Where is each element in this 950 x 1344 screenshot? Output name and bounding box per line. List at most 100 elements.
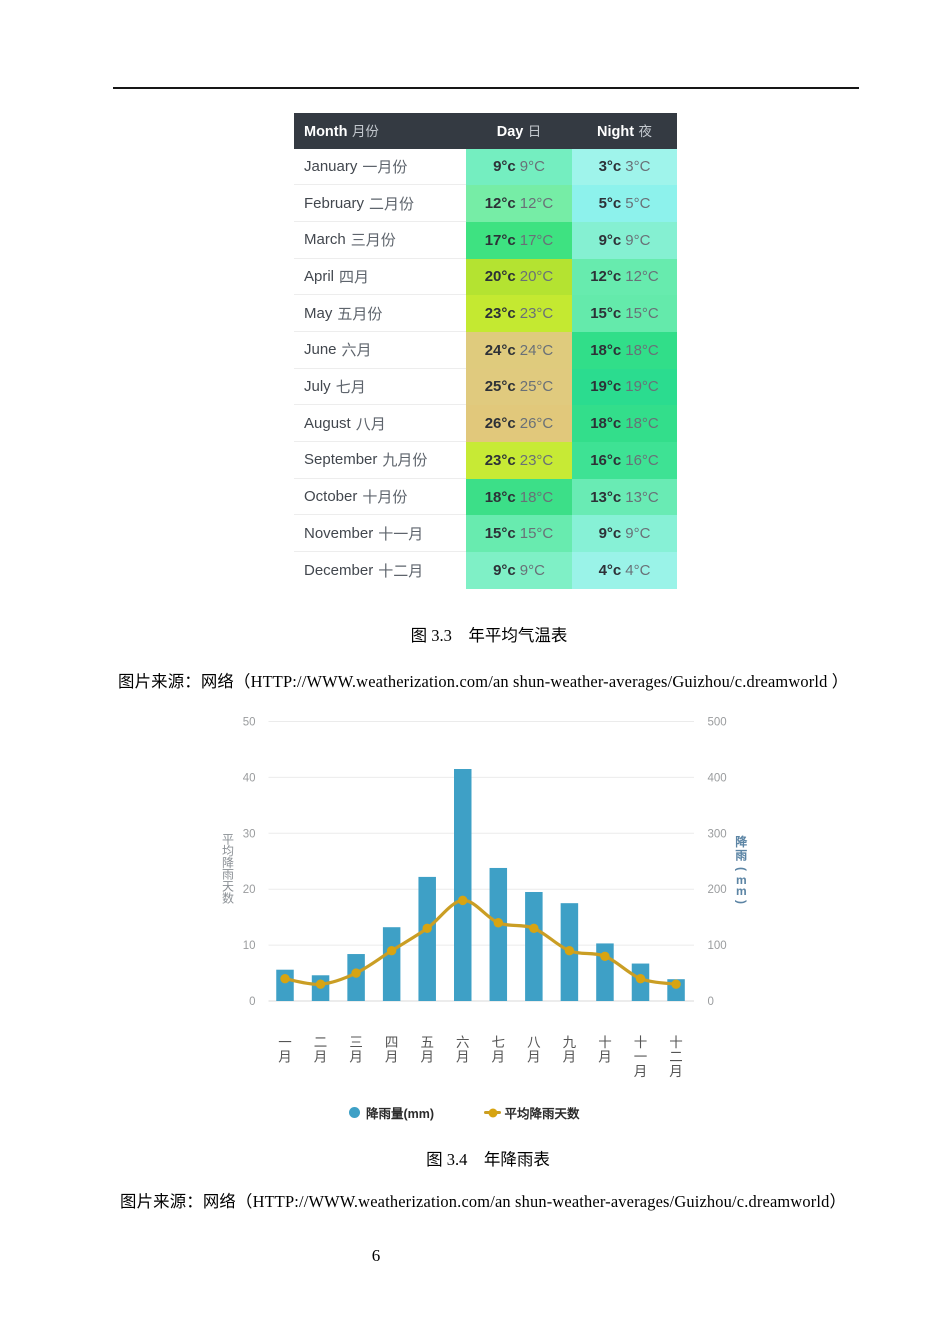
day-temp-alt: 9°C xyxy=(519,158,545,176)
day-temp: 15°c xyxy=(484,525,516,543)
header-cell-day: Day 日 xyxy=(466,120,572,141)
x-label-三月: 三月 xyxy=(349,1035,363,1065)
month-zh: 三月份 xyxy=(350,232,396,250)
day-temp-alt: 12°C xyxy=(519,195,554,213)
table-row-november: November 十一月 15°c 15°C 9°c 9°C xyxy=(294,515,677,553)
month-en: April xyxy=(304,267,335,285)
month-en: October xyxy=(304,488,358,506)
x-label-一月: 一月 xyxy=(278,1035,292,1065)
night-temp-cell: 12°c 12°C xyxy=(572,258,677,296)
header-cell-night: Night 夜 xyxy=(572,120,677,141)
left-tick-10: 10 xyxy=(243,940,256,952)
right-title-char: m xyxy=(736,884,747,898)
month-cell: March 三月份 xyxy=(294,222,466,259)
marker-十月 xyxy=(600,951,610,961)
marker-一月 xyxy=(280,973,290,984)
chart-grid: 0 0 10 100 20 200 30 300 40 400 50 500 xyxy=(243,717,727,1009)
bar-十月 xyxy=(596,943,614,1001)
month-zh: 十一月 xyxy=(378,525,424,543)
month-cell: July 七月 xyxy=(294,369,466,406)
left-title-char: 数 xyxy=(222,890,234,905)
bar-五月 xyxy=(418,876,436,1001)
day-temp: 9°c xyxy=(493,561,516,579)
marker-四月 xyxy=(386,945,397,956)
day-temp-cell: 20°c 20°C xyxy=(466,258,572,296)
chart-legend: 降雨量(mm) 平均降雨天数 xyxy=(0,1101,950,1121)
marker-十二月 xyxy=(671,979,681,989)
bar-series xyxy=(276,769,685,1001)
month-zh: 八月 xyxy=(355,415,386,433)
x-label-二月: 二月 xyxy=(314,1035,328,1065)
table-source: 图片来源：网络（HTTP://WWW.weatherization.com/an… xyxy=(118,672,849,691)
bar-四月 xyxy=(382,927,401,1001)
marker-二月 xyxy=(315,979,326,989)
table-caption: 图 3.3 年平均气温表 xyxy=(410,626,568,645)
day-temp: 24°c xyxy=(484,341,516,359)
x-label-四月: 四月 xyxy=(385,1035,399,1065)
night-temp-cell: 18°c 18°C xyxy=(572,405,677,442)
night-temp-alt: 3°C xyxy=(625,158,651,176)
right-tick-200: 200 xyxy=(708,884,727,896)
day-temp-cell: 17°c 17°C xyxy=(466,221,572,259)
right-tick-0: 0 xyxy=(708,996,714,1008)
night-temp-cell: 9°c 9°C xyxy=(572,515,677,553)
month-cell: September 九月份 xyxy=(294,442,466,479)
x-label-十月: 十月 xyxy=(598,1035,612,1065)
day-temp: 25°c xyxy=(484,378,516,396)
night-temp-alt: 16°C xyxy=(625,451,659,469)
day-temp: 23°c xyxy=(484,305,516,323)
night-temp-cell: 18°c 18°C xyxy=(572,331,677,369)
month-cell: April 四月 xyxy=(294,259,466,296)
right-tick-100: 100 xyxy=(708,940,727,952)
night-temp-alt: 5°C xyxy=(625,195,651,213)
night-temp-cell: 16°c 16°C xyxy=(572,442,677,479)
month-cell: February 二月份 xyxy=(294,185,466,222)
temperature-table: Month 月份 Day 日 Night 夜 January 一月份 9°c 9°C 3… xyxy=(294,112,677,589)
bar-三月 xyxy=(347,954,365,1001)
month-en: June xyxy=(304,341,337,359)
night-temp-cell: 13°c 13°C xyxy=(572,478,677,516)
month-cell: May 五月份 xyxy=(294,295,466,332)
month-cell: October 十月份 xyxy=(294,479,466,516)
x-label-七月: 七月 xyxy=(492,1035,506,1065)
night-temp-alt: 9°C xyxy=(625,525,651,543)
table-row-december: December 十二月 9°c 9°C 4°c 4°C xyxy=(294,552,677,589)
header-day-en: Day xyxy=(496,124,524,140)
left-tick-40: 40 xyxy=(243,772,256,784)
day-temp-cell: 26°c 26°C xyxy=(466,405,572,442)
day-temp-cell: 23°c 23°C xyxy=(466,295,572,332)
night-temp-alt: 9°C xyxy=(625,231,651,249)
day-temp-cell: 12°c 12°C xyxy=(466,185,572,222)
bar-二月 xyxy=(311,975,330,1001)
day-temp-alt: 15°C xyxy=(519,525,554,543)
night-temp-cell: 5°c 5°C xyxy=(572,185,677,222)
table-row-april: April 四月 20°c 20°C 12°c 12°C xyxy=(294,258,677,296)
table-row-february: February 二月份 12°c 12°C 5°c 5°C xyxy=(294,185,677,222)
legend-line-dot xyxy=(488,1108,497,1117)
marker-六月 xyxy=(458,895,468,906)
header-month-en: Month xyxy=(304,124,348,140)
chart-caption: 图 3.4 年降雨表 xyxy=(426,1150,550,1169)
night-temp-alt: 18°C xyxy=(625,341,659,359)
month-zh: 四月 xyxy=(339,268,370,286)
header-day-zh: 日 xyxy=(527,124,542,139)
month-zh: 七月 xyxy=(335,378,366,396)
night-temp: 12°c xyxy=(590,268,622,286)
night-temp: 9°c xyxy=(598,525,622,543)
right-axis-title: 降雨 (mm) xyxy=(734,834,748,904)
left-title-char: 降 xyxy=(222,856,234,870)
month-zh: 六月 xyxy=(341,342,372,360)
month-en: December xyxy=(304,561,374,579)
month-en: August xyxy=(304,414,351,432)
left-title-char: 平 xyxy=(222,832,234,846)
right-title-char: 雨 xyxy=(735,849,747,863)
page-header-rule xyxy=(113,87,859,89)
legend-line-marker xyxy=(484,1108,501,1117)
night-temp-cell: 15°c 15°C xyxy=(572,295,677,332)
night-temp: 5°c xyxy=(598,195,622,213)
page-number: 6 xyxy=(371,1246,381,1265)
day-temp-alt: 26°C xyxy=(519,415,554,433)
day-temp: 18°c xyxy=(484,488,516,506)
bar-九月 xyxy=(560,903,579,1001)
night-temp: 4°c xyxy=(598,561,622,579)
